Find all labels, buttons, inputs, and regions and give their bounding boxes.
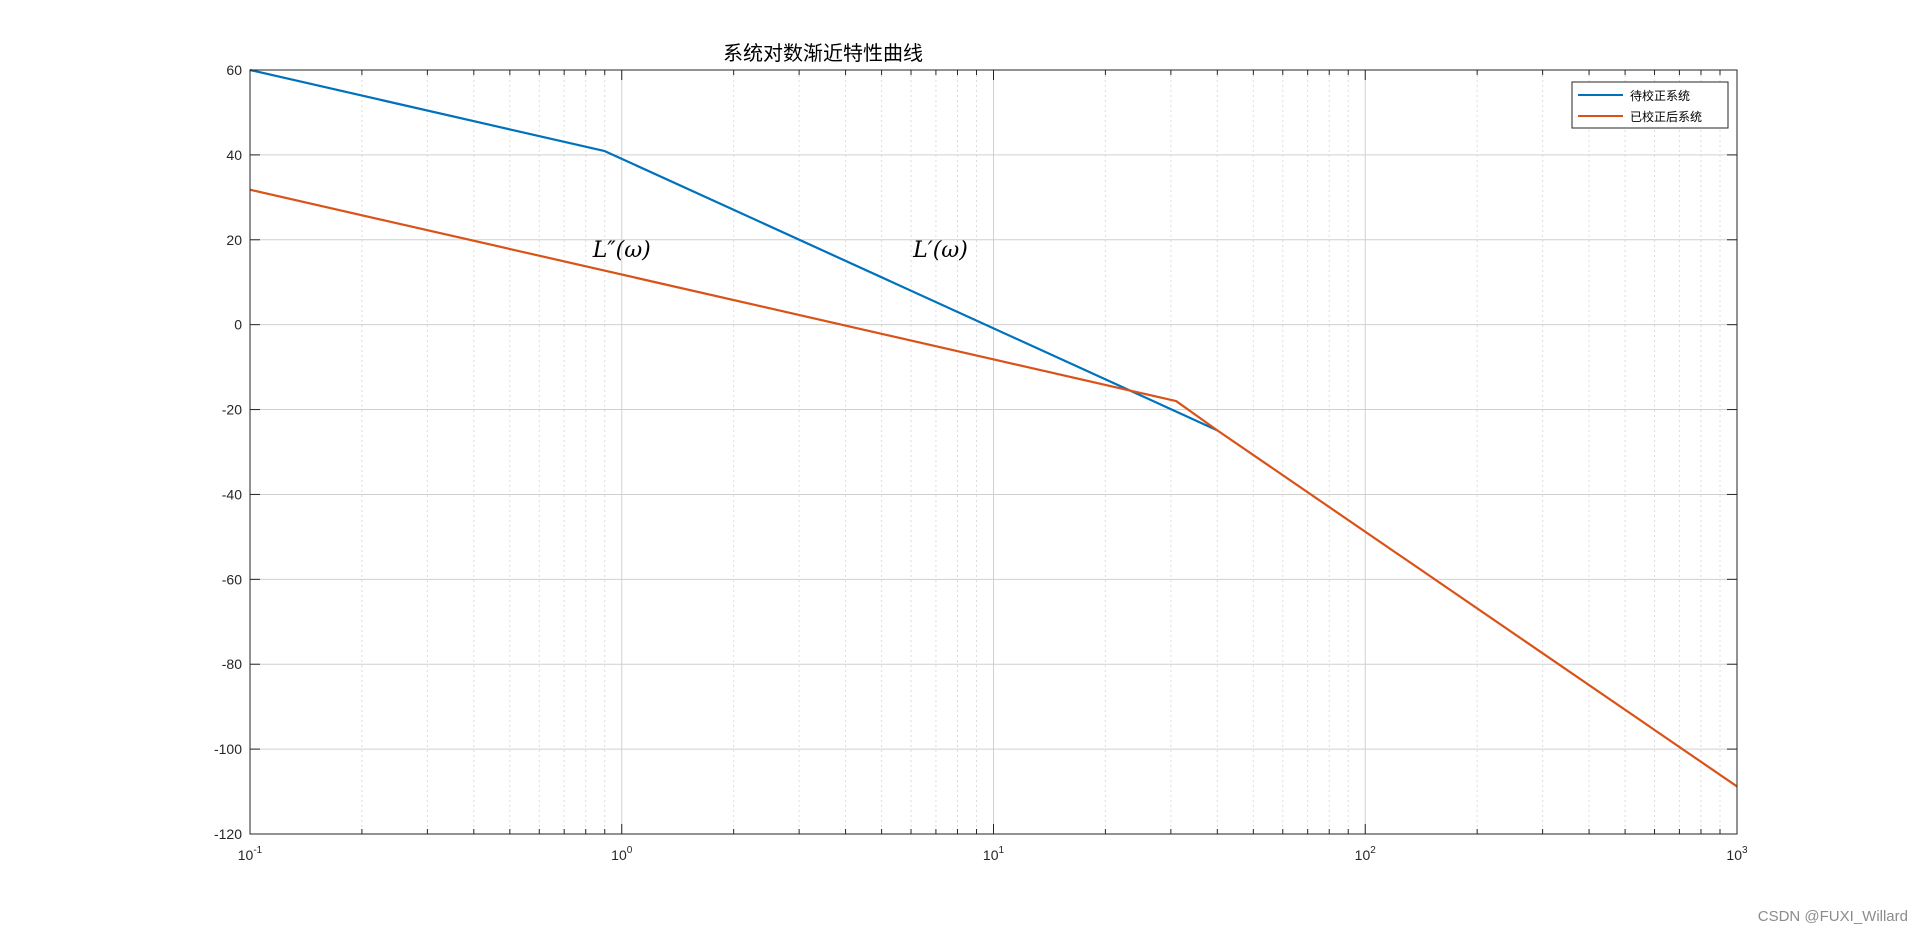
legend-label-series-1: 待校正系统 xyxy=(1630,88,1690,103)
legend-label-series-2: 已校正后系统 xyxy=(1630,109,1702,124)
x-tick-label: 103 xyxy=(1726,845,1748,863)
legend: 待校正系统 已校正后系统 xyxy=(1571,81,1729,129)
annotations: L″(ω) L′(ω) xyxy=(592,238,968,263)
series-layer xyxy=(249,68,1738,788)
chart-title: 系统对数渐近特性曲线 xyxy=(723,41,923,65)
y-tick-label: -40 xyxy=(222,486,242,502)
series-line-1 xyxy=(249,68,1218,432)
ticks xyxy=(249,69,1738,835)
series-line-2 xyxy=(249,188,1738,788)
grid xyxy=(249,69,1738,835)
annotation-1: L″(ω) xyxy=(592,238,651,263)
annotation-2: L′(ω) xyxy=(912,238,968,263)
x-tick-label: 100 xyxy=(611,845,633,863)
y-tick-label: 40 xyxy=(226,147,242,163)
y-tick-label: -80 xyxy=(222,656,242,672)
y-tick-label: -100 xyxy=(214,741,242,757)
x-tick-label: 102 xyxy=(1355,845,1377,863)
y-tick-label: -120 xyxy=(214,826,242,842)
y-tick-label: 60 xyxy=(226,62,242,78)
y-tick-label: -20 xyxy=(222,402,242,418)
x-tick-label: 10-1 xyxy=(238,845,263,863)
x-tick-label: 101 xyxy=(983,845,1005,863)
tick-labels: 60 40 20 0 -20 -40 -60 -80 -100 -120 10-1 100 101 102… xyxy=(214,62,1748,863)
watermark: CSDN @FUXI_Willard xyxy=(1757,908,1908,925)
y-tick-label: 0 xyxy=(234,317,242,333)
y-tick-label: 20 xyxy=(226,232,242,248)
y-tick-label: -60 xyxy=(222,571,242,587)
legend-box xyxy=(1571,81,1729,129)
